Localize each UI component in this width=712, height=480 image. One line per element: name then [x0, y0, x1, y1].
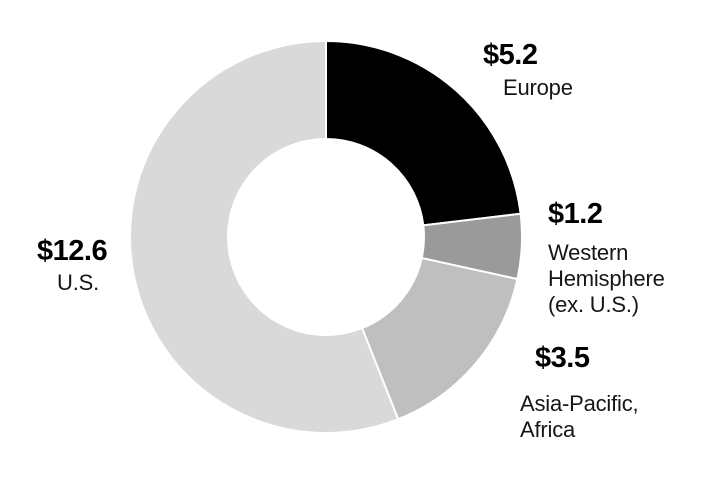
donut-segment-us: [129, 39, 400, 434]
donut-chart: [129, 39, 523, 434]
donut-segment-europe: [325, 39, 522, 227]
donut-segment-asia-pacific-africa: [360, 256, 519, 421]
us-value-label: $12.6: [37, 235, 108, 267]
asia-pacific-africa-value-label: $3.5: [535, 342, 590, 374]
europe-value-label: $5.2: [483, 39, 538, 71]
europe-name-label: Europe: [503, 75, 573, 100]
western-hemisphere-value-label: $1.2: [548, 198, 603, 230]
asia-pacific-africa-name-label: Asia-Pacific, Africa: [520, 391, 639, 442]
western-hemisphere-name-label: Western Hemisphere (ex. U.S.): [548, 240, 665, 317]
us-name-label: U.S.: [57, 270, 99, 295]
